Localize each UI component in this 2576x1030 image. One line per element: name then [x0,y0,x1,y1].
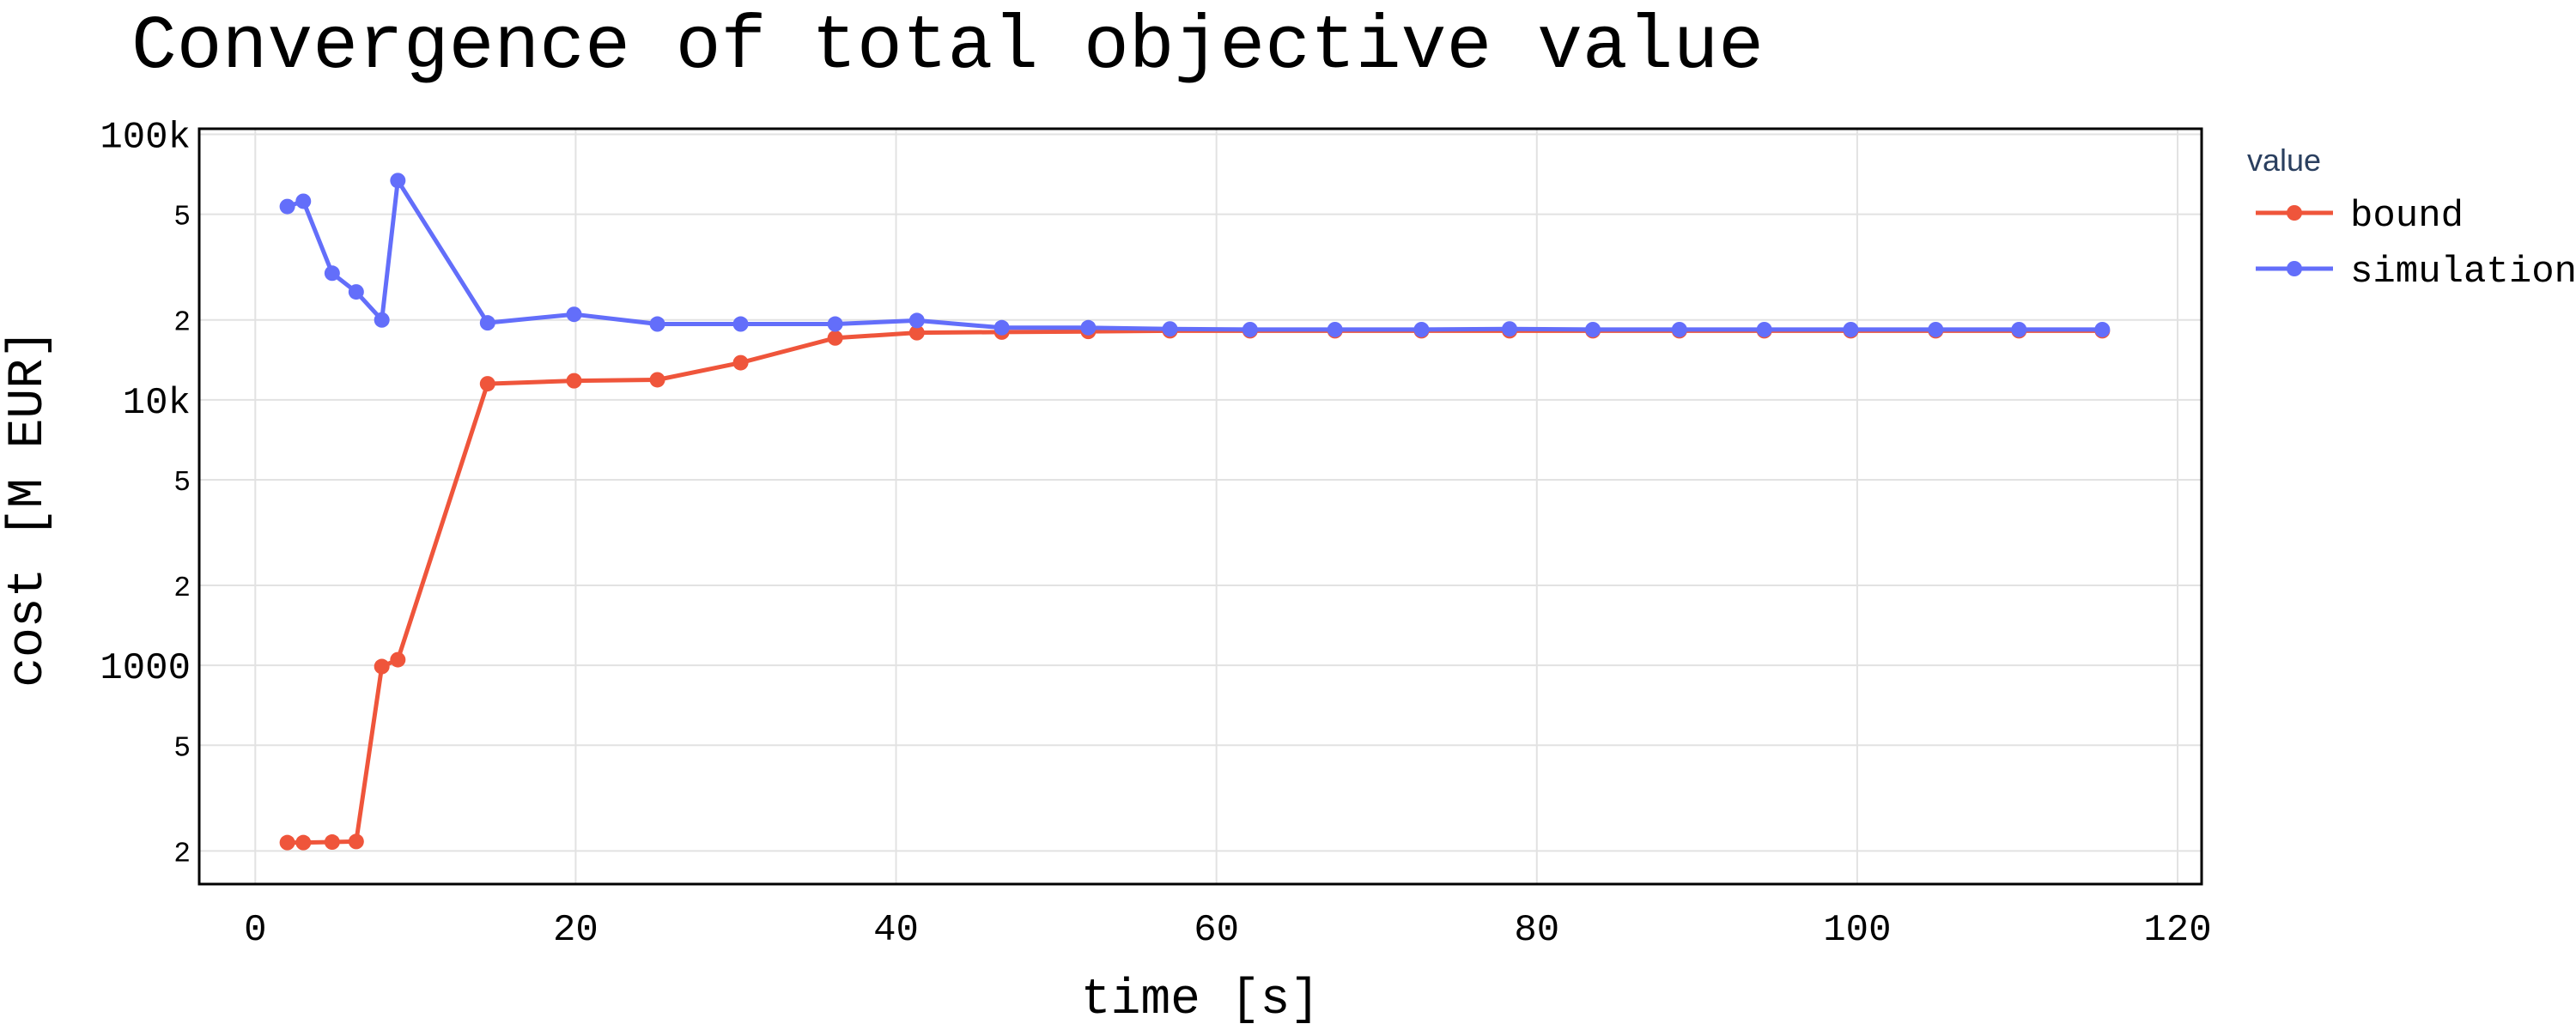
x-tick-label: 40 [873,909,919,952]
chart-title: Convergence of total objective value [131,5,1764,90]
y-tick-label-minor: 5 [173,467,191,499]
x-axis-title: time [s] [1081,972,1320,1028]
y-tick-label-minor: 5 [173,202,191,233]
simulation-point [827,316,843,332]
y-axis-ticks: 2 5 2 5 2 5 1000 10k 100k [100,117,191,870]
plot-frame [197,127,2203,886]
bound-point [279,834,295,851]
x-tick-label: 60 [1194,909,1239,952]
bound-point [827,330,843,346]
y-tick-label-major: 10k [123,382,191,425]
legend-label: bound [2350,195,2464,238]
y-tick-label-minor: 2 [173,307,191,339]
y-tick-label-minor: 2 [173,838,191,869]
simulation-point [1756,321,1772,337]
legend: value bound simulation [2247,142,2576,294]
simulation-point [479,315,495,331]
x-tick-label: 20 [553,909,598,952]
simulation-point [1928,321,1944,337]
simulation-point [279,198,295,215]
legend-items: bound simulation [2256,195,2576,294]
simulation-point [649,316,665,332]
simulation-point [1080,319,1097,336]
bound-point [908,324,925,341]
bound-point [479,376,495,392]
legend-label: simulation [2350,251,2576,294]
plot-series [279,173,2111,851]
x-axis-ticks: 0 20 40 60 80 100 120 [244,909,2212,952]
series-simulation [279,173,2111,337]
simulation-point [1327,321,1343,337]
bound-point [649,372,665,388]
simulation-point [2094,321,2111,337]
bound-point [374,658,390,675]
series-bound [279,323,2111,851]
x-tick-label: 80 [1514,909,1559,952]
simulation-point [295,193,312,209]
simulation-point [1502,321,1518,337]
simulation-point [1585,321,1601,337]
legend-item-simulation: simulation [2256,251,2576,294]
y-tick-label-major: 1000 [100,647,191,690]
x-tick-label: 120 [2143,909,2211,952]
legend-swatch-marker [2287,261,2302,276]
grid-layer [199,129,2202,884]
simulation-point [2011,321,2027,337]
bound-point [390,651,406,668]
legend-item-bound: bound [2256,195,2464,238]
bound-point [732,354,749,371]
simulation-point [324,265,340,282]
simulation-point [1843,321,1859,337]
simulation-point [993,319,1010,336]
y-tick-label-minor: 2 [173,573,191,604]
bound-point [566,373,582,389]
simulation-point [1413,321,1430,337]
legend-swatch-marker [2287,205,2302,221]
legend-title: value [2247,142,2321,178]
simulation-point [1671,321,1687,337]
bound-point [324,834,340,851]
simulation-point [732,316,749,332]
x-tick-label: 100 [1823,909,1891,952]
bound-point [295,834,312,851]
bound-point [348,833,364,850]
y-axis-title: cost [M EUR] [1,329,57,688]
simulation-point [566,306,582,323]
simulation-line [286,178,2103,332]
simulation-point [374,312,390,328]
simulation-point [1242,321,1258,337]
bound-line [287,328,2103,845]
y-tick-label-major: 100k [100,117,191,160]
x-tick-label: 0 [244,909,266,952]
y-tick-label-minor: 5 [173,732,191,764]
simulation-point [348,284,364,300]
simulation-point [390,173,406,189]
simulation-point [908,312,925,329]
simulation-point [1162,321,1178,337]
